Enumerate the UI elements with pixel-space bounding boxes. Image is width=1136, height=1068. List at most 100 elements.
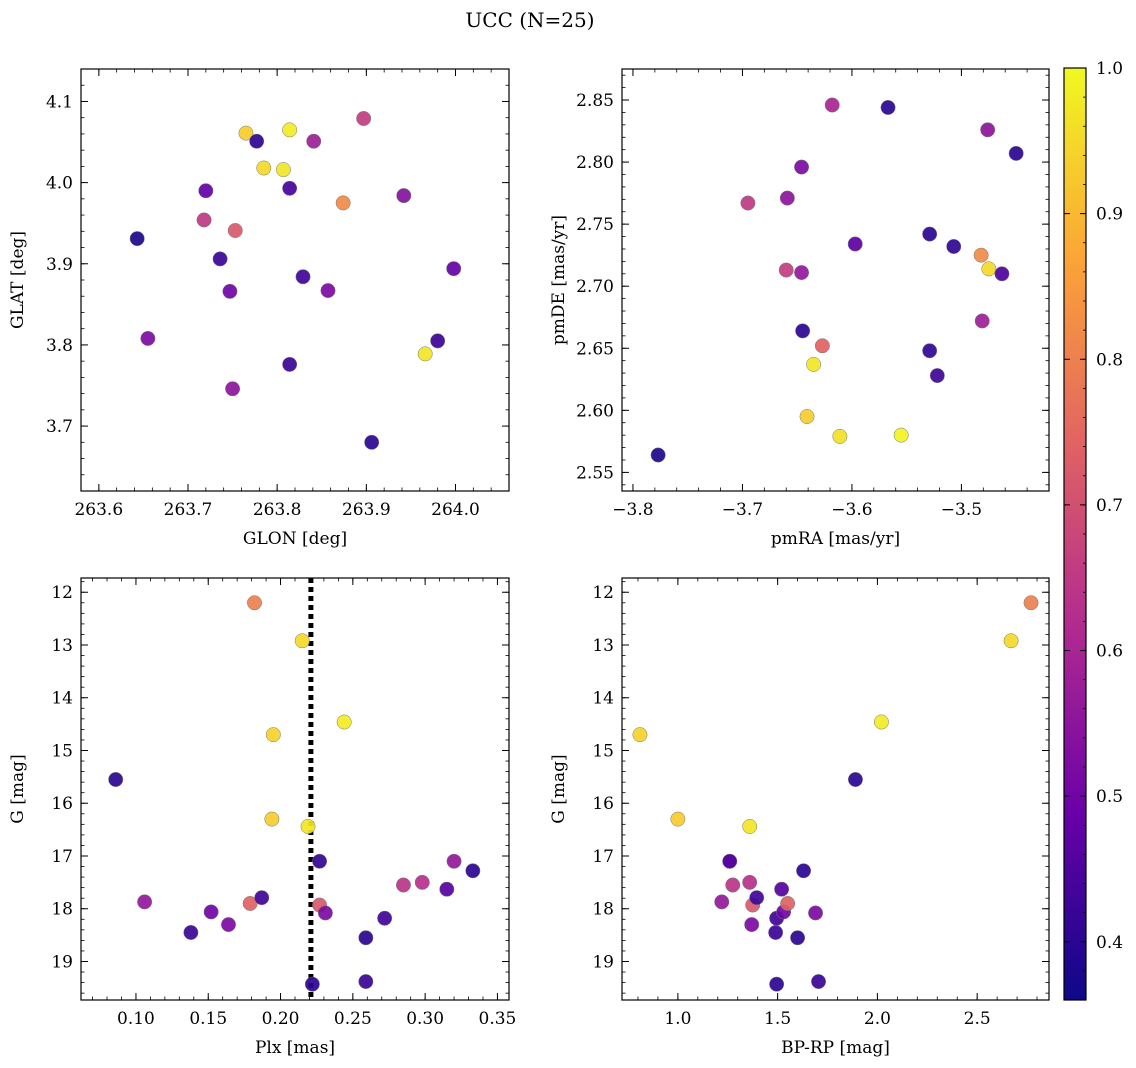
data-point bbox=[794, 265, 810, 281]
data-point bbox=[439, 881, 455, 897]
data-point bbox=[946, 239, 962, 254]
y-axis-label: G [mag] bbox=[549, 754, 569, 823]
data-point bbox=[300, 819, 316, 834]
data-point bbox=[744, 917, 760, 933]
data-point bbox=[196, 212, 212, 228]
data-point bbox=[183, 925, 199, 940]
data-point bbox=[832, 428, 848, 444]
y-tick-label: 4.1 bbox=[46, 92, 73, 112]
colorbar-tick-label: 0.8 bbox=[1096, 350, 1123, 370]
data-point bbox=[774, 881, 790, 897]
data-point bbox=[275, 162, 291, 178]
data-point bbox=[796, 863, 812, 879]
data-point bbox=[929, 368, 945, 384]
axes-frame bbox=[621, 68, 1050, 492]
data-point bbox=[356, 111, 372, 126]
x-tick-label: 0.30 bbox=[406, 1009, 444, 1029]
x-tick-label: 0.25 bbox=[334, 1009, 372, 1029]
data-point bbox=[714, 894, 730, 910]
colorbar-tick-label: 0.5 bbox=[1096, 787, 1123, 807]
x-tick-label: 1.0 bbox=[664, 1009, 691, 1029]
y-tick-label: 15 bbox=[51, 741, 73, 761]
data-point bbox=[749, 890, 765, 906]
y-axis-label: pmDE [mas/yr] bbox=[549, 215, 569, 345]
x-tick-label: 0.20 bbox=[262, 1009, 300, 1029]
data-point bbox=[282, 356, 298, 372]
data-point bbox=[790, 930, 806, 946]
y-tick-label: 4.0 bbox=[46, 174, 73, 194]
y-tick-label: 3.7 bbox=[46, 417, 73, 437]
data-point bbox=[249, 133, 265, 149]
data-point bbox=[227, 223, 243, 238]
data-point bbox=[304, 976, 320, 992]
data-point bbox=[264, 811, 280, 827]
x-tick-label: −3.6 bbox=[831, 500, 872, 520]
data-point bbox=[650, 447, 666, 463]
colorbar: 0.4 0.5 0.6 0.7 0.8 0.9 1.0 bbox=[1063, 59, 1123, 1001]
y-tick-label: 3.9 bbox=[46, 255, 73, 275]
data-point bbox=[974, 313, 990, 329]
x-tick-label: 264.0 bbox=[431, 500, 480, 520]
scatter-points bbox=[108, 578, 481, 1000]
data-point bbox=[778, 262, 794, 278]
data-point bbox=[893, 427, 909, 443]
data-point bbox=[129, 231, 145, 247]
x-tick-label: 1.5 bbox=[764, 1009, 791, 1029]
data-point bbox=[1003, 633, 1019, 649]
y-tick-label: 16 bbox=[592, 794, 614, 814]
data-point bbox=[294, 633, 310, 649]
data-point bbox=[980, 122, 996, 138]
x-tick-label: 0.15 bbox=[189, 1009, 227, 1029]
y-axis-label: GLAT [deg] bbox=[8, 231, 28, 329]
panel-pmra-pmde: −3.8 −3.7 −3.6 −3.5 2.55 2.60 2.65 2.70 2.75 2.80… bbox=[549, 68, 1050, 549]
data-point bbox=[203, 904, 219, 920]
data-point bbox=[824, 97, 840, 113]
y-tick-label: 2.85 bbox=[576, 91, 614, 111]
data-point bbox=[769, 976, 785, 992]
colorbar-tick-label: 1.0 bbox=[1096, 59, 1123, 79]
data-point bbox=[247, 595, 262, 611]
data-point bbox=[306, 133, 322, 149]
data-point bbox=[847, 236, 863, 252]
axis-ticks: 0.10 0.15 0.20 0.25 0.30 0.35 12 13 14 15 16 17 18 19 bbox=[51, 578, 516, 1029]
data-point bbox=[725, 877, 741, 893]
data-point bbox=[221, 917, 236, 933]
axis-ticks: 1.0 1.5 2.0 2.5 12 13 14 15 16 17 18 19 bbox=[592, 578, 1049, 1029]
colorbar-tick-label: 0.6 bbox=[1096, 642, 1123, 662]
data-point bbox=[430, 333, 446, 349]
data-point bbox=[795, 323, 811, 339]
data-point bbox=[742, 874, 758, 890]
y-tick-label: 2.80 bbox=[576, 153, 614, 173]
y-tick-label: 14 bbox=[51, 689, 73, 709]
data-point bbox=[140, 330, 156, 346]
data-point bbox=[794, 159, 810, 175]
data-point bbox=[295, 269, 311, 285]
y-tick-label: 2.60 bbox=[576, 401, 614, 421]
data-point bbox=[848, 772, 863, 787]
data-point bbox=[238, 125, 254, 141]
data-point bbox=[808, 905, 823, 921]
data-point bbox=[254, 890, 270, 906]
data-point bbox=[670, 811, 686, 827]
data-point bbox=[137, 894, 153, 910]
y-tick-label: 15 bbox=[592, 741, 614, 761]
data-point bbox=[780, 896, 796, 911]
data-point bbox=[212, 251, 228, 267]
data-point bbox=[358, 974, 374, 989]
x-tick-label: −3.5 bbox=[941, 500, 982, 520]
data-point bbox=[282, 180, 298, 196]
data-point bbox=[973, 247, 989, 263]
data-point bbox=[336, 714, 352, 730]
y-tick-label: 19 bbox=[51, 952, 73, 972]
data-point bbox=[364, 434, 380, 450]
x-axis-label: pmRA [mas/yr] bbox=[771, 529, 900, 549]
colorbar-ticks: 0.4 0.5 0.6 0.7 0.8 0.9 1.0 bbox=[1064, 59, 1123, 1001]
data-point bbox=[1008, 145, 1024, 161]
data-point bbox=[465, 863, 481, 879]
y-tick-label: 13 bbox=[51, 636, 73, 656]
data-point bbox=[108, 772, 124, 787]
data-point bbox=[922, 343, 938, 359]
colorbar-tick-label: 0.9 bbox=[1096, 205, 1123, 225]
data-point bbox=[742, 819, 758, 834]
